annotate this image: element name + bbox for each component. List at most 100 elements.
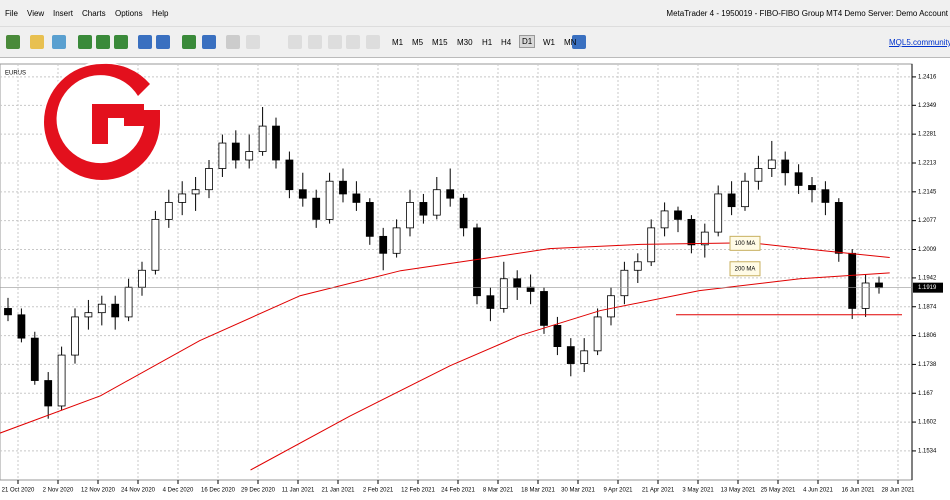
y-tick-label: 1.1738: [918, 362, 937, 368]
icon[interactable]: [52, 35, 66, 49]
timeframe-button[interactable]: M1: [392, 38, 404, 47]
candle-body: [325, 180, 334, 220]
y-tick-label: 1.1602: [918, 420, 937, 426]
icon[interactable]: [6, 35, 20, 49]
candle-body: [633, 261, 642, 271]
icon[interactable]: [328, 35, 342, 49]
x-tick-label: 2 Nov 2020: [43, 488, 74, 494]
candle-body: [687, 218, 696, 246]
candle-body: [607, 295, 615, 318]
y-tick-label: 1.2281: [918, 132, 937, 138]
icon[interactable]: [202, 35, 216, 49]
icon[interactable]: [366, 35, 380, 49]
x-tick-label: 2 Feb 2021: [363, 488, 394, 494]
x-tick-label: 21 Oct 2020: [2, 488, 35, 494]
menu-item[interactable]: Charts: [82, 9, 106, 18]
menu-item[interactable]: View: [27, 9, 45, 18]
y-tick-label: 1.2349: [918, 103, 937, 109]
y-tick-label: 1.2416: [918, 74, 937, 80]
ma-label-box: [729, 261, 761, 277]
x-tick-label: 24 Nov 2020: [121, 488, 156, 494]
candle-body: [138, 269, 146, 288]
x-tick-label: 3 May 2021: [682, 488, 714, 494]
candle-body: [674, 210, 682, 220]
x-tick-label: 21 Jan 2021: [321, 488, 355, 494]
moving-average: [0, 242, 890, 434]
candle-body: [553, 324, 562, 348]
icon[interactable]: [114, 35, 128, 49]
candle-body: [4, 308, 12, 316]
icon[interactable]: [78, 35, 92, 49]
candle-body: [392, 227, 401, 254]
icon[interactable]: [182, 35, 196, 49]
community-link[interactable]: MQL5.community: [889, 38, 950, 47]
candle-body: [486, 295, 495, 309]
timeframe-button[interactable]: M30: [457, 38, 473, 47]
timeframe-button[interactable]: H1: [482, 38, 493, 47]
menu-item[interactable]: Help: [152, 9, 169, 18]
x-tick-label: 13 May 2021: [721, 488, 756, 494]
x-tick-label: 21 Apr 2021: [642, 488, 675, 494]
candle-body: [231, 142, 240, 161]
candle-body: [446, 189, 455, 199]
symbol-label: EURUS: [5, 71, 26, 77]
y-tick-label: 1.1942: [918, 275, 937, 281]
icon[interactable]: [308, 35, 322, 49]
timeframe-button[interactable]: D1: [518, 35, 536, 48]
menu-item[interactable]: File: [5, 9, 18, 18]
candle-body: [473, 227, 481, 297]
y-tick-label: 1.2009: [918, 247, 937, 253]
current-price-box: [913, 282, 943, 293]
icon[interactable]: [96, 35, 110, 49]
icon[interactable]: [288, 35, 302, 49]
candle-body: [593, 316, 602, 352]
candle-body: [714, 193, 723, 233]
candle-body: [298, 189, 307, 199]
x-tick-label: 24 Feb 2021: [441, 488, 475, 494]
y-tick-label: 1.2213: [918, 161, 937, 167]
timeframe-button[interactable]: W1: [543, 38, 555, 47]
ma-label: 200 MA: [729, 261, 761, 277]
candle-body: [245, 151, 254, 161]
x-tick-label: 11 Jan 2021: [282, 488, 315, 494]
x-tick-label: 16 Jun 2021: [841, 488, 875, 494]
candle-body: [339, 180, 347, 195]
timeframe-button[interactable]: H4: [501, 38, 512, 47]
candle-body: [499, 278, 508, 309]
x-tick-label: 9 Apr 2021: [603, 488, 633, 494]
candle-body: [647, 227, 656, 263]
x-tick-label: 25 May 2021: [761, 488, 796, 494]
icon[interactable]: [572, 35, 586, 49]
icon[interactable]: [246, 35, 260, 49]
x-tick-label: 4 Dec 2020: [163, 488, 194, 494]
icon[interactable]: [226, 35, 240, 49]
y-tick-label: 1.2145: [918, 189, 937, 195]
candle-body: [767, 159, 776, 169]
candle-body: [30, 337, 39, 381]
candle-body: [191, 189, 200, 195]
moving-average: [250, 272, 890, 471]
x-tick-label: 30 Mar 2021: [561, 488, 595, 494]
timeframe-button[interactable]: M5: [412, 38, 424, 47]
timeframe-button[interactable]: MN: [564, 38, 577, 47]
menu-item[interactable]: Options: [115, 9, 143, 18]
candle-body: [205, 168, 213, 191]
candle-body: [861, 282, 870, 309]
candle-body: [620, 269, 629, 297]
icon[interactable]: [138, 35, 152, 49]
candle-body: [459, 197, 468, 229]
icon[interactable]: [346, 35, 360, 49]
menu-item[interactable]: Insert: [53, 9, 74, 18]
menu-bar: File View Insert Charts Options Help MetaTrade…: [0, 0, 950, 27]
candle-body: [365, 202, 374, 237]
timeframe-button[interactable]: M15: [432, 38, 448, 47]
x-tick-label: 12 Nov 2020: [81, 488, 116, 494]
y-tick-label: 1.1874: [918, 304, 937, 310]
candle-body: [808, 185, 816, 191]
icon[interactable]: [156, 35, 170, 49]
x-tick-label: 18 Mar 2021: [521, 488, 555, 494]
icon[interactable]: [30, 35, 44, 49]
candle-body: [848, 252, 857, 309]
candle-body: [352, 193, 361, 203]
